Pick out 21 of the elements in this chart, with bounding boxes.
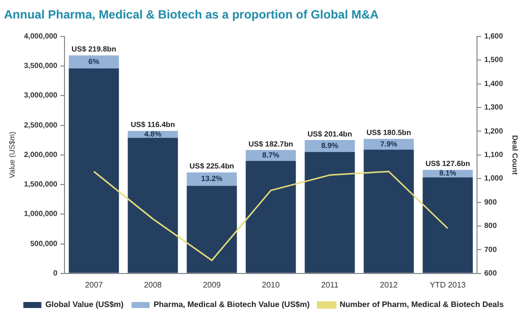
bar	[422, 177, 473, 273]
bar	[246, 150, 296, 161]
legend-label: Number of Pharm, Medical & Biotech Deals	[340, 300, 504, 310]
legend-label: Pharma, Medical & Biotech Value (US$m)	[154, 300, 310, 310]
x-tick-label: YTD 2013	[430, 280, 466, 290]
x-tick-label: 2011	[321, 280, 339, 290]
bar	[68, 68, 119, 273]
bar	[364, 150, 414, 273]
x-tick-label: 2010	[262, 280, 280, 290]
bar	[186, 186, 237, 273]
bar	[304, 152, 355, 273]
x-tick-label: 2007	[84, 280, 104, 290]
x-tick-label: 2009	[202, 280, 222, 290]
bar	[68, 55, 119, 68]
legend-label: Global Value (US$m)	[45, 300, 124, 310]
bar	[304, 140, 355, 152]
x-tick-label: 2008	[144, 280, 162, 290]
x-tick-label: 2012	[380, 280, 398, 290]
chart-title: Annual Pharma, Medical & Biotech as a proportion of Global M&A	[4, 8, 380, 22]
bar	[246, 160, 296, 273]
bar	[128, 138, 178, 273]
